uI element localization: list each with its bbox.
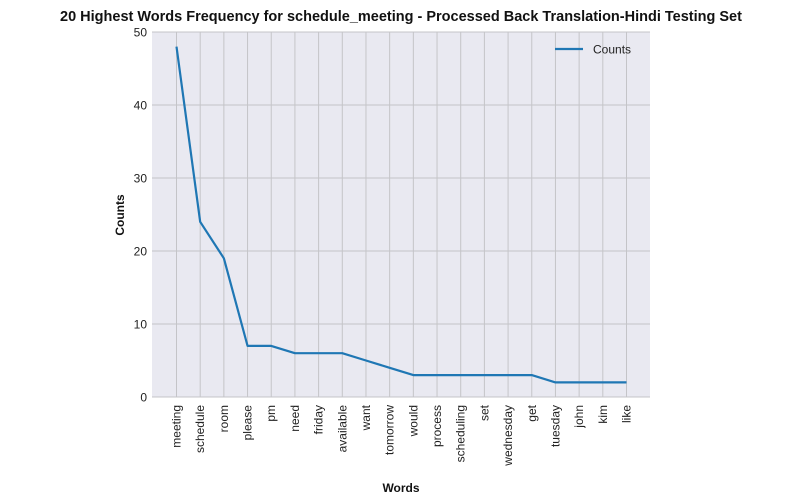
x-axis-label: Words [382,481,419,495]
series-line-counts [175,46,627,384]
y-tick-label: 50 [134,26,148,40]
x-tick-label: pm [264,405,278,422]
x-tick-label: want [359,404,373,431]
chart-title: 20 Highest Words Frequency for schedule_… [60,9,742,25]
x-tick-label: like [620,405,634,423]
legend-entry-counts: Counts [593,43,631,57]
y-axis-ticks: 0 10 20 30 40 50 [134,26,148,405]
y-tick-label: 40 [134,99,148,113]
plot-area [152,32,650,397]
x-tick-label: need [288,405,302,432]
x-tick-label: tomorrow [383,405,397,455]
x-tick-label: friday [312,405,326,434]
x-tick-label: process [430,405,444,447]
x-tick-label: scheduling [454,405,468,462]
x-tick-label: room [217,405,231,432]
x-axis-ticks: meeting schedule room please pm need friday ava… [170,404,634,466]
x-tick-label: kim [596,405,610,424]
x-tick-label: please [241,405,255,441]
y-axis-label: Counts [113,194,127,236]
y-tick-label: 0 [140,391,147,405]
y-tick-label: 10 [134,318,148,332]
x-tick-label: meeting [170,405,184,448]
x-tick-label: schedule [193,405,207,453]
x-tick-label: john [572,405,586,429]
x-tick-label: would [406,405,420,437]
grid-lines [152,31,650,398]
legend: Counts [555,43,631,57]
y-tick-label: 20 [134,245,148,259]
x-tick-label: wednesday [501,405,515,467]
y-tick-label: 30 [134,172,148,186]
x-tick-label: get [525,404,539,421]
x-tick-label: set [477,404,491,421]
x-tick-label: tuesday [548,405,562,447]
x-tick-label: available [335,405,349,453]
